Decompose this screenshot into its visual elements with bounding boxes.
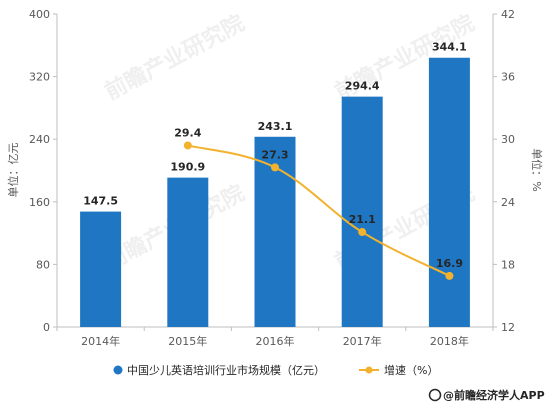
right-tick-label: 18 bbox=[501, 258, 515, 271]
legend: 中国少儿英语培训行业市场规模（亿元） 增速（%） bbox=[113, 363, 438, 377]
growth-point bbox=[358, 228, 367, 237]
bar-value-label: 147.5 bbox=[83, 195, 118, 208]
growth-line-path bbox=[187, 144, 450, 277]
legend-marker-bar bbox=[113, 365, 123, 375]
right-tick-label: 30 bbox=[501, 133, 515, 146]
growth-point bbox=[271, 163, 279, 172]
bar-value-label: 344.1 bbox=[432, 41, 467, 54]
x-tick-label: 2015年 bbox=[168, 334, 207, 348]
legend-item-market-size: 中国少儿英语培训行业市场规模（亿元） bbox=[113, 363, 325, 377]
right-tick-label: 36 bbox=[501, 71, 515, 84]
bars bbox=[80, 57, 470, 327]
bar bbox=[341, 96, 383, 327]
left-tick-label: 80 bbox=[36, 258, 50, 271]
legend-label-market-size: 中国少儿英语培训行业市场规模（亿元） bbox=[127, 363, 325, 377]
legend-label-growth: 增速（%） bbox=[384, 363, 438, 377]
x-tick-label: 2018年 bbox=[430, 334, 469, 348]
data-labels: 147.5 190.9 243.1 294.4 344.1 29.4 27.3 21.1 16.… bbox=[83, 41, 467, 270]
left-tick-label: 320 bbox=[29, 71, 50, 84]
growth-line bbox=[183, 141, 454, 280]
left-y-axis: 0 80 160 240 320 400 bbox=[29, 8, 58, 334]
bar bbox=[428, 57, 470, 327]
growth-value-label: 29.4 bbox=[174, 126, 201, 139]
left-tick-label: 400 bbox=[29, 8, 50, 21]
left-axis-title: 单位：亿元 bbox=[6, 143, 20, 198]
bar bbox=[80, 211, 122, 327]
footer-source: @前瞻经济学人APP bbox=[443, 388, 545, 402]
growth-value-label: 16.9 bbox=[436, 257, 463, 270]
bar-value-label: 243.1 bbox=[258, 120, 293, 133]
left-tick-label: 0 bbox=[43, 321, 50, 334]
growth-point bbox=[445, 271, 454, 280]
bar bbox=[167, 177, 209, 327]
left-tick-label: 160 bbox=[29, 196, 50, 209]
bar-value-label: 190.9 bbox=[170, 161, 205, 174]
right-tick-label: 24 bbox=[501, 196, 515, 209]
growth-point bbox=[183, 141, 192, 150]
right-tick-label: 12 bbox=[501, 321, 515, 334]
bar-value-label: 294.4 bbox=[345, 80, 380, 93]
legend-item-growth: 增速（%） bbox=[359, 363, 438, 377]
brand-logo-icon bbox=[428, 388, 442, 402]
right-y-axis: 12 18 24 30 36 42 bbox=[492, 8, 515, 334]
legend-marker-growth bbox=[365, 366, 373, 374]
footer: @前瞻经济学人APP bbox=[428, 388, 545, 402]
growth-value-label: 27.3 bbox=[261, 148, 288, 161]
x-tick-label: 2016年 bbox=[256, 334, 295, 348]
left-tick-label: 240 bbox=[29, 133, 50, 146]
right-tick-label: 42 bbox=[501, 8, 515, 21]
svg-text:前瞻产业研究院: 前瞻产业研究院 bbox=[101, 10, 249, 105]
x-tick-label: 2017年 bbox=[343, 334, 382, 348]
right-axis-title: 单位：% bbox=[530, 148, 544, 191]
x-axis: 2014年 2015年 2016年 2017年 2018年 bbox=[56, 326, 494, 348]
x-tick-label: 2014年 bbox=[81, 334, 120, 348]
growth-value-label: 21.1 bbox=[349, 213, 376, 226]
